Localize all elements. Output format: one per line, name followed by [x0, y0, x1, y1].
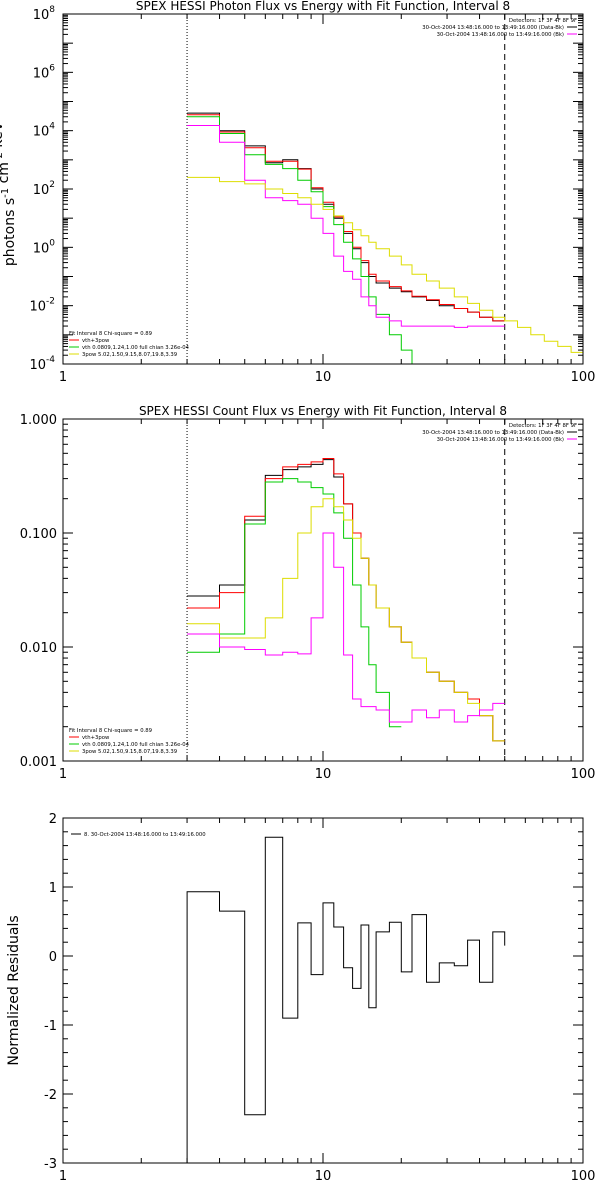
series-line-3 — [187, 125, 505, 328]
y-tick-label: 0 — [49, 950, 57, 965]
legend-text: Fit Interval 8 Chi-square = 0.89 — [69, 331, 152, 337]
chart-residuals: 1 10 100 -3 -2 -1 0 1 2 Normalized Residuals 8. 30… — [6, 812, 595, 1184]
legend-text: Detectors: 1F 3F 4F 8F 9F — [509, 423, 577, 429]
legend-text: 30-Oct-2004 13:48:16.000 to 13:49:16.000… — [422, 430, 564, 436]
legend-text: 3pow 5.02,1.50,9.15,8.07,19.8,3.39 — [82, 749, 177, 755]
y-tick-label: 2 — [49, 812, 57, 827]
y-tick-label: -3 — [44, 1157, 57, 1172]
y-tick-exponent: 2 — [49, 180, 55, 190]
y-tick-base: 10 — [33, 241, 50, 256]
y-tick-label: 1 — [49, 881, 57, 896]
chart-title: SPEX HESSI Photon Flux vs Energy with Fi… — [136, 0, 510, 13]
legend-text: vth 0.0809,1.24,1.00 full chian 3.26e-04 — [82, 742, 190, 748]
y-tick-label: 1.000 — [20, 413, 57, 428]
legend-text: 3pow 5.02,1.50,9.15,8.07,19.8,3.39 — [82, 352, 177, 358]
y-axis-label: Normalized Residuals — [6, 915, 22, 1065]
legend-text: 30-Oct-2004 13:48:16.000 to 13:49:16.000… — [437, 437, 564, 443]
y-tick-exponent: -2 — [46, 297, 55, 307]
y-axis-label-exponent: -2 — [0, 152, 5, 162]
y-tick-base: 10 — [33, 125, 50, 140]
legend-text: vth+3pow — [82, 735, 110, 741]
y-tick-base: 10 — [33, 66, 50, 81]
y-tick-exponent: 4 — [49, 122, 55, 132]
y-tick-label: -1 — [44, 1019, 57, 1034]
legend-bottom-left: Fit Interval 8 Chi-square = 0.89vth+3pow… — [69, 728, 190, 755]
y-tick-base: 10 — [29, 300, 46, 315]
legend-text: 30-Oct-2004 13:48:16.000 to 13:49:16.000… — [422, 25, 564, 31]
legend-text: vth+3pow — [82, 338, 110, 344]
y-tick-label: 102 — [33, 180, 55, 198]
y-axis-label-part: keV — [0, 121, 6, 152]
series-line-2 — [187, 116, 427, 364]
series-group — [187, 112, 583, 364]
x-tick-label: 10 — [315, 767, 332, 782]
series-line-0 — [187, 459, 505, 742]
y-tick-exponent: 8 — [49, 5, 55, 15]
legend-text: 30-Oct-2004 13:48:16.000 to 13:49:16.000… — [437, 32, 564, 38]
x-tick-label: 1 — [59, 767, 67, 782]
legend-bottom-left: Fit Interval 8 Chi-square = 0.89vth+3pow… — [69, 331, 190, 358]
y-tick-exponent: -4 — [46, 355, 55, 365]
y-tick-base: 10 — [33, 8, 50, 23]
x-tick-label: 1 — [59, 1169, 67, 1184]
y-tick-label: 100 — [33, 238, 56, 256]
series-line-4 — [187, 176, 583, 353]
y-axis-label-exponent: -1 — [0, 188, 11, 198]
y-tick-label: 10-4 — [29, 355, 55, 373]
legend-text: 8. 30-Oct-2004 13:48:16.000 to 13:49:16.… — [84, 832, 206, 838]
y-axis-label-part: photons s — [2, 198, 18, 266]
series-line-3 — [187, 498, 505, 742]
x-tick-label: 1 — [59, 370, 67, 385]
y-tick-label: 108 — [33, 5, 56, 23]
series-group — [187, 458, 505, 742]
series-line-0 — [187, 112, 505, 322]
y-axis-label-part: cm — [0, 162, 12, 188]
y-tick-label: 10-2 — [29, 297, 55, 315]
x-tick-label: 100 — [571, 767, 596, 782]
y-tick-label: 106 — [33, 63, 56, 81]
legend-text: Detectors: 1F 3F 4F 8F 9F — [509, 18, 577, 24]
y-tick-base: 10 — [29, 358, 46, 373]
legend-top-left: 8. 30-Oct-2004 13:48:16.000 to 13:49:16.… — [71, 832, 206, 838]
y-tick-label: 104 — [33, 122, 56, 140]
x-tick-label: 10 — [315, 370, 332, 385]
x-tick-label: 10 — [315, 1169, 332, 1184]
series-line-0 — [186, 836, 506, 1163]
plot-frame — [62, 817, 584, 1164]
chart-count: 1 10 100 0.001 0.010 0.100 1.000 SPEX HESSI Cou… — [20, 404, 596, 782]
series-line-1 — [187, 114, 505, 322]
y-tick-label: -2 — [44, 1088, 57, 1103]
y-tick-exponent: 6 — [49, 63, 55, 73]
series-group — [186, 836, 506, 1163]
chart-title: SPEX HESSI Count Flux vs Energy with Fit… — [139, 404, 507, 418]
y-tick-base: 10 — [33, 183, 50, 198]
x-tick-label: 100 — [571, 1169, 596, 1184]
series-line-4 — [187, 532, 505, 723]
series-line-2 — [187, 478, 402, 728]
x-tick-label: 100 — [571, 370, 596, 385]
y-tick-exponent: 0 — [49, 238, 55, 248]
legend-text: vth 0.0809,1.24,1.00 full chian 3.26e-04 — [82, 345, 190, 351]
legend-text: Fit Interval 8 Chi-square = 0.89 — [69, 728, 152, 734]
y-axis-label: photons s-1 cm-2 keV-1 — [0, 112, 18, 266]
y-tick-label: 0.010 — [20, 641, 57, 656]
series-line-1 — [187, 458, 505, 742]
y-tick-label: 0.001 — [20, 755, 57, 770]
y-tick-label: 0.100 — [20, 527, 57, 542]
